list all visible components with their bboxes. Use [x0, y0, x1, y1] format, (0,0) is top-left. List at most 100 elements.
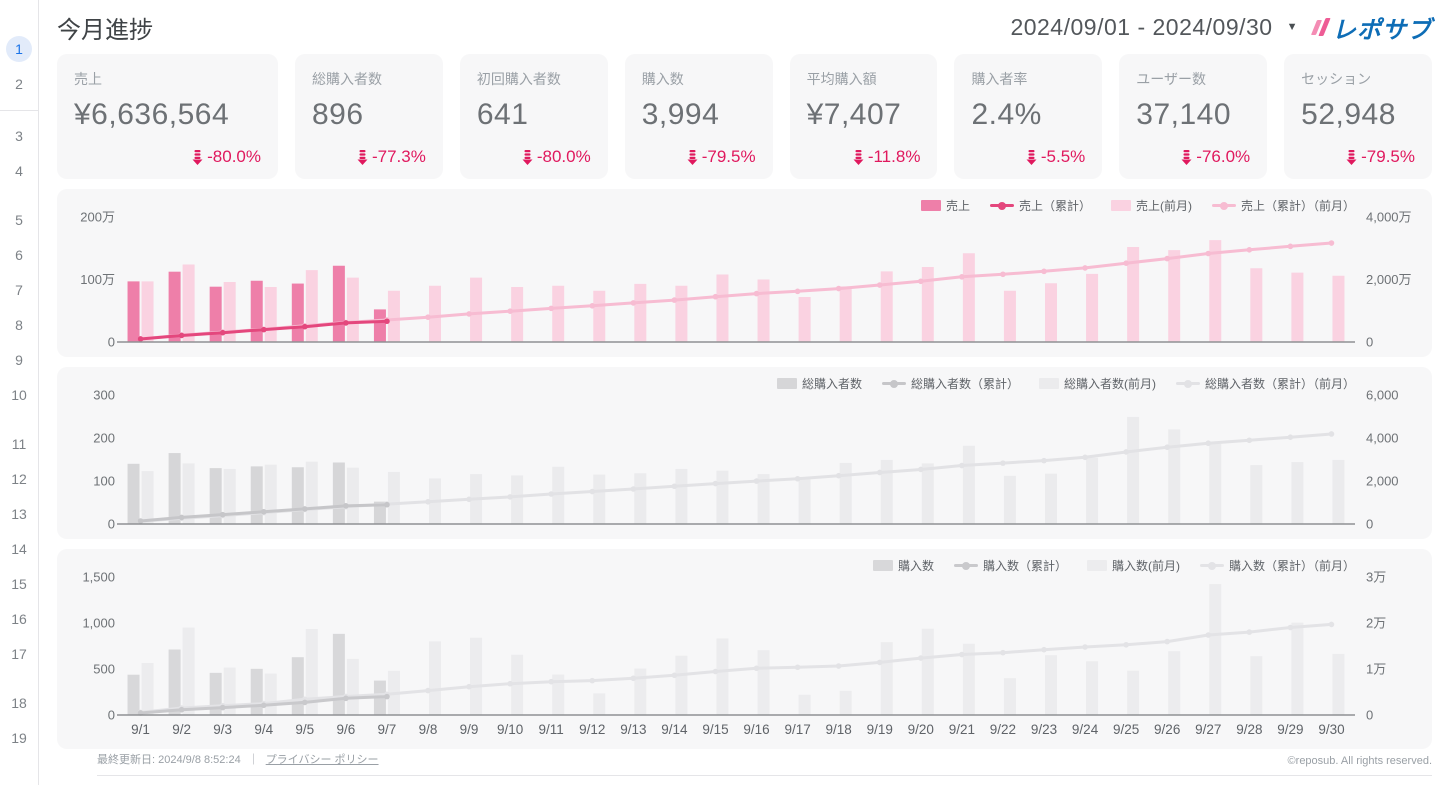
legend-line-dot [1207, 561, 1216, 570]
legend-item-buyers-line[interactable]: 総購入者数（累計） [881, 375, 1019, 392]
kpi-delta: -79.5% [1346, 147, 1415, 167]
svg-text:3万: 3万 [1366, 570, 1386, 585]
kpi-label: セッション [1301, 71, 1372, 87]
svg-text:9/4: 9/4 [254, 722, 273, 737]
kpi-card-1: 総購入者数 896 -77.3% [295, 54, 443, 179]
kpi-delta: -11.8% [853, 147, 921, 167]
last-updated-text: 最終更新日: 2024/9/8 8:52:24 [97, 754, 241, 766]
decrease-arrow-icon [1346, 149, 1357, 165]
kpi-delta: -77.3% [357, 147, 426, 167]
svg-text:9/3: 9/3 [213, 722, 232, 737]
legend-item-sales-line[interactable]: 売上（累計） [989, 197, 1091, 214]
sidebar-page-4[interactable]: 4 [15, 163, 23, 179]
svg-text:9/21: 9/21 [949, 722, 975, 737]
svg-text:9/23: 9/23 [1031, 722, 1057, 737]
legend-label: 購入数 [897, 559, 934, 573]
svg-text:9/19: 9/19 [867, 722, 893, 737]
privacy-policy-link[interactable]: プライバシー ポリシー [265, 754, 379, 766]
date-range-text: 2024/09/01 - 2024/09/30 [1010, 13, 1273, 40]
decrease-arrow-icon [522, 149, 533, 165]
sales-chart-panel: 売上 売上（累計） 売上(前月) 売上（累計）（前月） 200万 100万 0 4,000万… [57, 189, 1432, 357]
svg-text:9/13: 9/13 [620, 722, 646, 737]
sidebar-page-2[interactable]: 2 [15, 76, 23, 92]
legend-label: 総購入者数（累計）（前月） [1204, 377, 1355, 391]
kpi-delta: -80.0% [192, 147, 261, 167]
sidebar-page-16[interactable]: 16 [11, 611, 27, 627]
kpi-card-6: ユーザー数 37,140 -76.0% [1119, 54, 1268, 179]
svg-text:9/22: 9/22 [990, 722, 1016, 737]
chevron-down-icon[interactable]: ▼ [1286, 21, 1298, 33]
kpi-delta-text: -11.8% [867, 147, 921, 166]
legend-line-swatch [1199, 561, 1224, 570]
kpi-label: 初回購入者数 [476, 71, 561, 87]
sidebar-page-8[interactable]: 8 [15, 317, 23, 333]
legend-bar-swatch [776, 378, 797, 389]
sidebar-page-5[interactable]: 5 [15, 212, 23, 228]
dashboard-main: 今月進捗 2024/09/01 - 2024/09/30 ▼ レポサブ 売上 ¥6… [40, 0, 1445, 785]
sidebar-page-10[interactable]: 10 [11, 387, 27, 403]
svg-text:2万: 2万 [1366, 616, 1386, 631]
kpi-label: 売上 [74, 71, 102, 87]
sidebar-page-13[interactable]: 13 [11, 506, 27, 522]
svg-text:100: 100 [93, 474, 115, 489]
svg-text:2,000万: 2,000万 [1366, 272, 1412, 287]
sidebar-page-12[interactable]: 12 [11, 471, 27, 487]
legend-item-purchases-line[interactable]: 購入数（累計） [953, 557, 1067, 574]
kpi-value: 2.4% [971, 98, 1042, 131]
sidebar-page-18[interactable]: 18 [11, 695, 27, 711]
kpi-delta-text: -80.0% [536, 147, 591, 166]
sidebar-page-17[interactable]: 17 [11, 646, 27, 662]
legend-item-purchases-line_prev[interactable]: 購入数（累計）（前月） [1199, 557, 1355, 574]
footer-separator: ｜ [247, 754, 259, 766]
sidebar-page-11[interactable]: 11 [11, 436, 27, 452]
legend-line-dot [889, 379, 898, 388]
sidebar-page-15[interactable]: 15 [11, 576, 27, 592]
legend-item-purchases-bar[interactable]: 購入数 [872, 557, 934, 574]
purchases-chart-legend: 購入数 購入数（累計） 購入数(前月) 購入数（累計）（前月） [872, 557, 1355, 574]
svg-text:0: 0 [1366, 517, 1373, 532]
legend-label: 購入数（累計） [982, 559, 1067, 573]
legend-item-sales-bar[interactable]: 売上 [920, 197, 970, 214]
sidebar-page-14[interactable]: 14 [11, 541, 27, 557]
legend-bar-swatch [1086, 560, 1107, 571]
kpi-value: 3,994 [641, 98, 720, 131]
sidebar-page-9[interactable]: 9 [15, 352, 23, 368]
legend-label: 総購入者数 [801, 377, 862, 391]
sidebar-page-6[interactable]: 6 [15, 247, 23, 263]
legend-item-sales-bar_prev[interactable]: 売上(前月) [1110, 197, 1192, 214]
sidebar-page-1[interactable]: 1 [6, 36, 32, 62]
legend-item-buyers-line_prev[interactable]: 総購入者数（累計）（前月） [1175, 375, 1355, 392]
legend-line-dot [1183, 379, 1192, 388]
legend-item-sales-line_prev[interactable]: 売上（累計）（前月） [1211, 197, 1355, 214]
legend-line-swatch [989, 201, 1014, 210]
legend-item-purchases-bar_prev[interactable]: 購入数(前月) [1086, 557, 1180, 574]
svg-text:200万: 200万 [80, 210, 115, 225]
svg-text:9/27: 9/27 [1195, 722, 1221, 737]
legend-item-buyers-bar[interactable]: 総購入者数 [776, 375, 862, 392]
sidebar-divider [0, 110, 39, 111]
svg-text:9/16: 9/16 [743, 722, 769, 737]
kpi-delta-text: -77.3% [371, 147, 426, 166]
svg-text:9/12: 9/12 [579, 722, 605, 737]
sidebar-page-7[interactable]: 7 [15, 282, 23, 298]
sidebar-page-3[interactable]: 3 [15, 128, 23, 144]
legend-line-swatch [1175, 379, 1200, 388]
sidebar-page-19[interactable]: 19 [11, 730, 27, 746]
kpi-card-3: 購入数 3,994 -79.5% [624, 54, 773, 179]
svg-text:9/20: 9/20 [908, 722, 934, 737]
legend-label: 総購入者数（累計） [910, 377, 1019, 391]
svg-text:9/7: 9/7 [378, 722, 397, 737]
kpi-value: 896 [312, 98, 364, 131]
buyers-chart: 300 200 100 0 6,000 4,000 2,000 0 [93, 388, 1398, 532]
legend-bar-swatch [1038, 378, 1059, 389]
legend-bar-swatch [872, 560, 893, 571]
legend-line-dot [997, 201, 1006, 210]
kpi-label: ユーザー数 [1136, 71, 1207, 87]
svg-text:300: 300 [93, 388, 115, 403]
decrease-arrow-icon [687, 149, 698, 165]
kpi-delta: -80.0% [522, 147, 591, 167]
date-range-selector[interactable]: 2024/09/01 - 2024/09/30 ▼ [1010, 14, 1298, 41]
legend-line-swatch [1211, 201, 1236, 210]
legend-item-buyers-bar_prev[interactable]: 総購入者数(前月) [1038, 375, 1156, 392]
svg-text:0: 0 [108, 517, 115, 532]
